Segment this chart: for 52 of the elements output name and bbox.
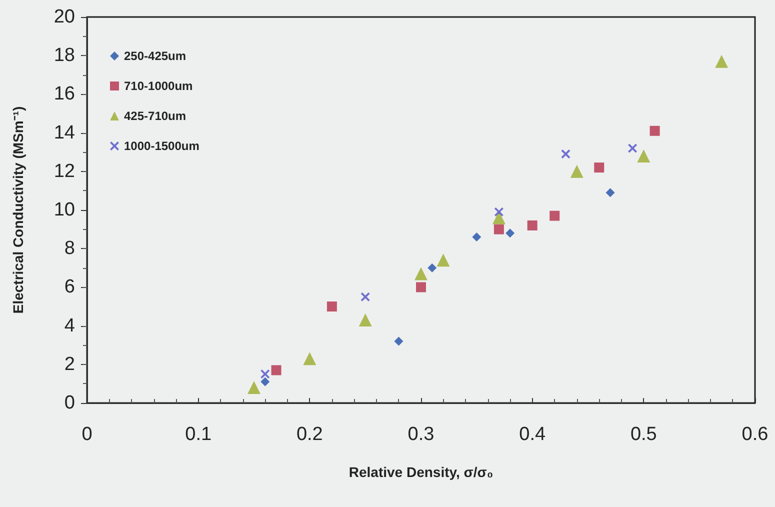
y-tick-label: 2 [64,354,75,375]
point [260,370,270,379]
x-tick-label: 0 [82,424,92,445]
y-axis-title: Electrical Conductivity (MSm⁻¹) [10,106,26,314]
point [494,224,504,234]
point [271,365,282,376]
x-axis-title: Relative Density, σ/σ₀ [348,464,494,480]
point [436,254,450,267]
x-tick-label: 0.2 [296,424,323,445]
legend-label: 1000-1500um [124,139,200,153]
point [606,188,615,198]
point [360,292,370,302]
x-tick-label: 0.3 [408,424,434,445]
point [550,210,560,221]
point [414,267,428,280]
point [428,263,437,272]
point [303,352,316,366]
y-tick-label: 8 [64,238,75,260]
point [594,162,604,173]
y-tick-label: 6 [64,276,75,298]
legend-label: 425-710um [124,109,186,123]
point [506,228,515,238]
point [527,220,538,230]
y-tick-label: 14 [54,122,76,144]
y-tick-label: 0 [64,392,75,414]
point [416,282,426,292]
point [260,377,270,386]
point [358,314,372,327]
point [492,211,506,224]
point [394,336,404,346]
point [472,232,482,242]
x-tick-label: 0.1 [185,424,212,445]
y-tick-label: 18 [54,45,75,66]
x-tick-label: 0.4 [519,424,546,445]
legend-label: 250-425um [124,49,186,63]
y-tick-label: 10 [54,200,75,220]
x-tick-label: 0.6 [742,424,768,445]
point [326,302,337,312]
point [650,126,660,136]
y-tick-label: 12 [54,160,75,182]
y-tick-label: 4 [64,315,76,336]
point [248,381,260,394]
point [561,150,570,159]
point [715,54,728,68]
y-tick-label: 16 [54,84,75,105]
point [628,144,638,153]
x-tick-label: 0.5 [630,424,657,445]
point [570,164,584,178]
y-tick-label: 20 [54,6,75,28]
legend-label: 710-1000um [124,79,193,93]
point [494,207,504,216]
point [637,149,650,162]
